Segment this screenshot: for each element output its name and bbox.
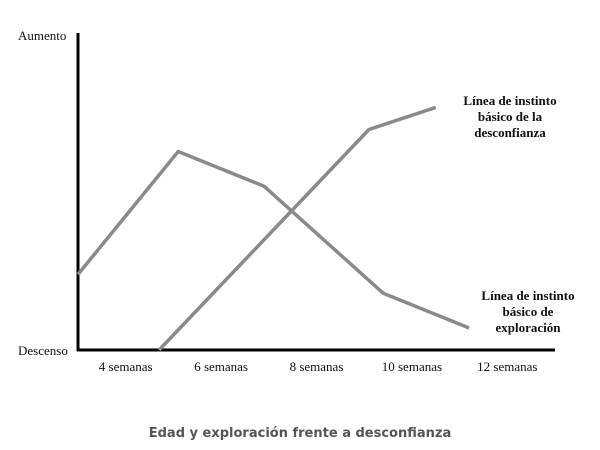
x-tick-label: 10 semanas — [382, 359, 442, 374]
chart-title: Edad y exploración frente a desconfianza — [149, 426, 452, 441]
x-tick-label: 12 semanas — [477, 359, 537, 374]
series-line — [76, 149, 470, 330]
x-tick-label: 4 semanas — [99, 359, 153, 374]
annotation: exploración — [496, 320, 562, 335]
annotation: básico de — [503, 304, 554, 319]
annotation: Línea de instinto — [481, 288, 574, 303]
x-tick-label: 8 semanas — [290, 359, 344, 374]
annotation: básico de la — [478, 109, 543, 124]
y-tick-label: Aumento — [18, 28, 66, 43]
annotation: desconfianza — [474, 125, 546, 140]
series-line — [157, 105, 437, 352]
annotation: Línea de instinto — [463, 93, 556, 108]
x-tick-label: 6 semanas — [194, 359, 248, 374]
y-tick-label: Descenso — [18, 343, 68, 358]
